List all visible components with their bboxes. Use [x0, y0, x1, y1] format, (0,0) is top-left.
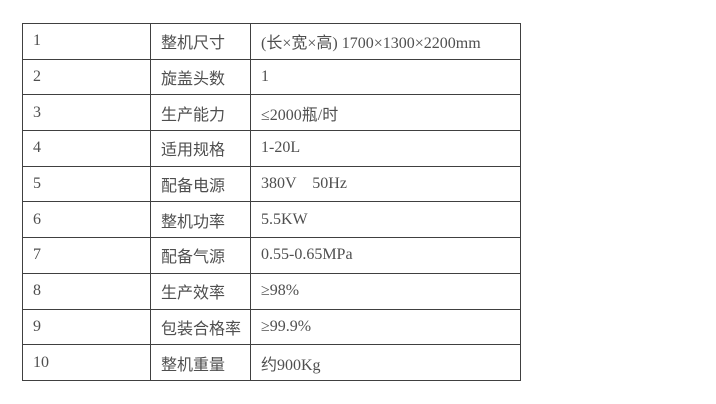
spec-label-cell: 整机重量 [150, 344, 251, 381]
spec-value-cell: 1 [250, 58, 521, 96]
row-number-cell: 2 [22, 58, 151, 96]
table-row: 8 生产效率 ≥98% [22, 272, 521, 310]
spec-value-cell: 5.5KW [250, 201, 521, 239]
spec-table-body: 1 整机尺寸 (长×宽×高) 1700×1300×2200mm 2 旋盖头数 1… [22, 23, 521, 381]
spec-value-cell: ≥99.9% [250, 308, 521, 346]
spec-value-cell: 0.55-0.65MPa [250, 237, 521, 274]
spec-value-cell: (长×宽×高) 1700×1300×2200mm [250, 23, 521, 60]
table-row: 1 整机尺寸 (长×宽×高) 1700×1300×2200mm [22, 23, 521, 60]
table-row: 5 配备电源 380V 50Hz [22, 165, 521, 203]
table-row: 6 整机功率 5.5KW [22, 201, 521, 239]
table-row: 7 配备气源 0.55-0.65MPa [22, 237, 521, 274]
spec-label-cell: 适用规格 [150, 130, 251, 167]
spec-label-cell: 生产能力 [150, 94, 251, 132]
spec-value-cell: 约900Kg [250, 344, 521, 381]
row-number-cell: 9 [22, 308, 151, 346]
spec-table: 1 整机尺寸 (长×宽×高) 1700×1300×2200mm 2 旋盖头数 1… [22, 23, 521, 381]
spec-value-cell: 380V 50Hz [250, 165, 521, 203]
table-row: 2 旋盖头数 1 [22, 58, 521, 96]
table-row: 10 整机重量 约900Kg [22, 344, 521, 381]
table-row: 9 包装合格率 ≥99.9% [22, 308, 521, 346]
row-number-cell: 4 [22, 130, 151, 167]
row-number-cell: 6 [22, 201, 151, 239]
row-number-cell: 5 [22, 165, 151, 203]
spec-label-cell: 整机功率 [150, 201, 251, 239]
spec-value-cell: 1-20L [250, 130, 521, 167]
row-number-cell: 7 [22, 237, 151, 274]
spec-label-cell: 生产效率 [150, 272, 251, 310]
spec-label-cell: 旋盖头数 [150, 58, 251, 96]
table-row: 4 适用规格 1-20L [22, 130, 521, 167]
spec-label-cell: 包装合格率 [150, 308, 251, 346]
spec-value-cell: ≤2000瓶/时 [250, 94, 521, 132]
row-number-cell: 3 [22, 94, 151, 132]
row-number-cell: 8 [22, 272, 151, 310]
spec-label-cell: 配备气源 [150, 237, 251, 274]
row-number-cell: 10 [22, 344, 151, 381]
spec-label-cell: 整机尺寸 [150, 23, 251, 60]
spec-value-cell: ≥98% [250, 272, 521, 310]
row-number-cell: 1 [22, 23, 151, 60]
spec-label-cell: 配备电源 [150, 165, 251, 203]
table-row: 3 生产能力 ≤2000瓶/时 [22, 94, 521, 132]
